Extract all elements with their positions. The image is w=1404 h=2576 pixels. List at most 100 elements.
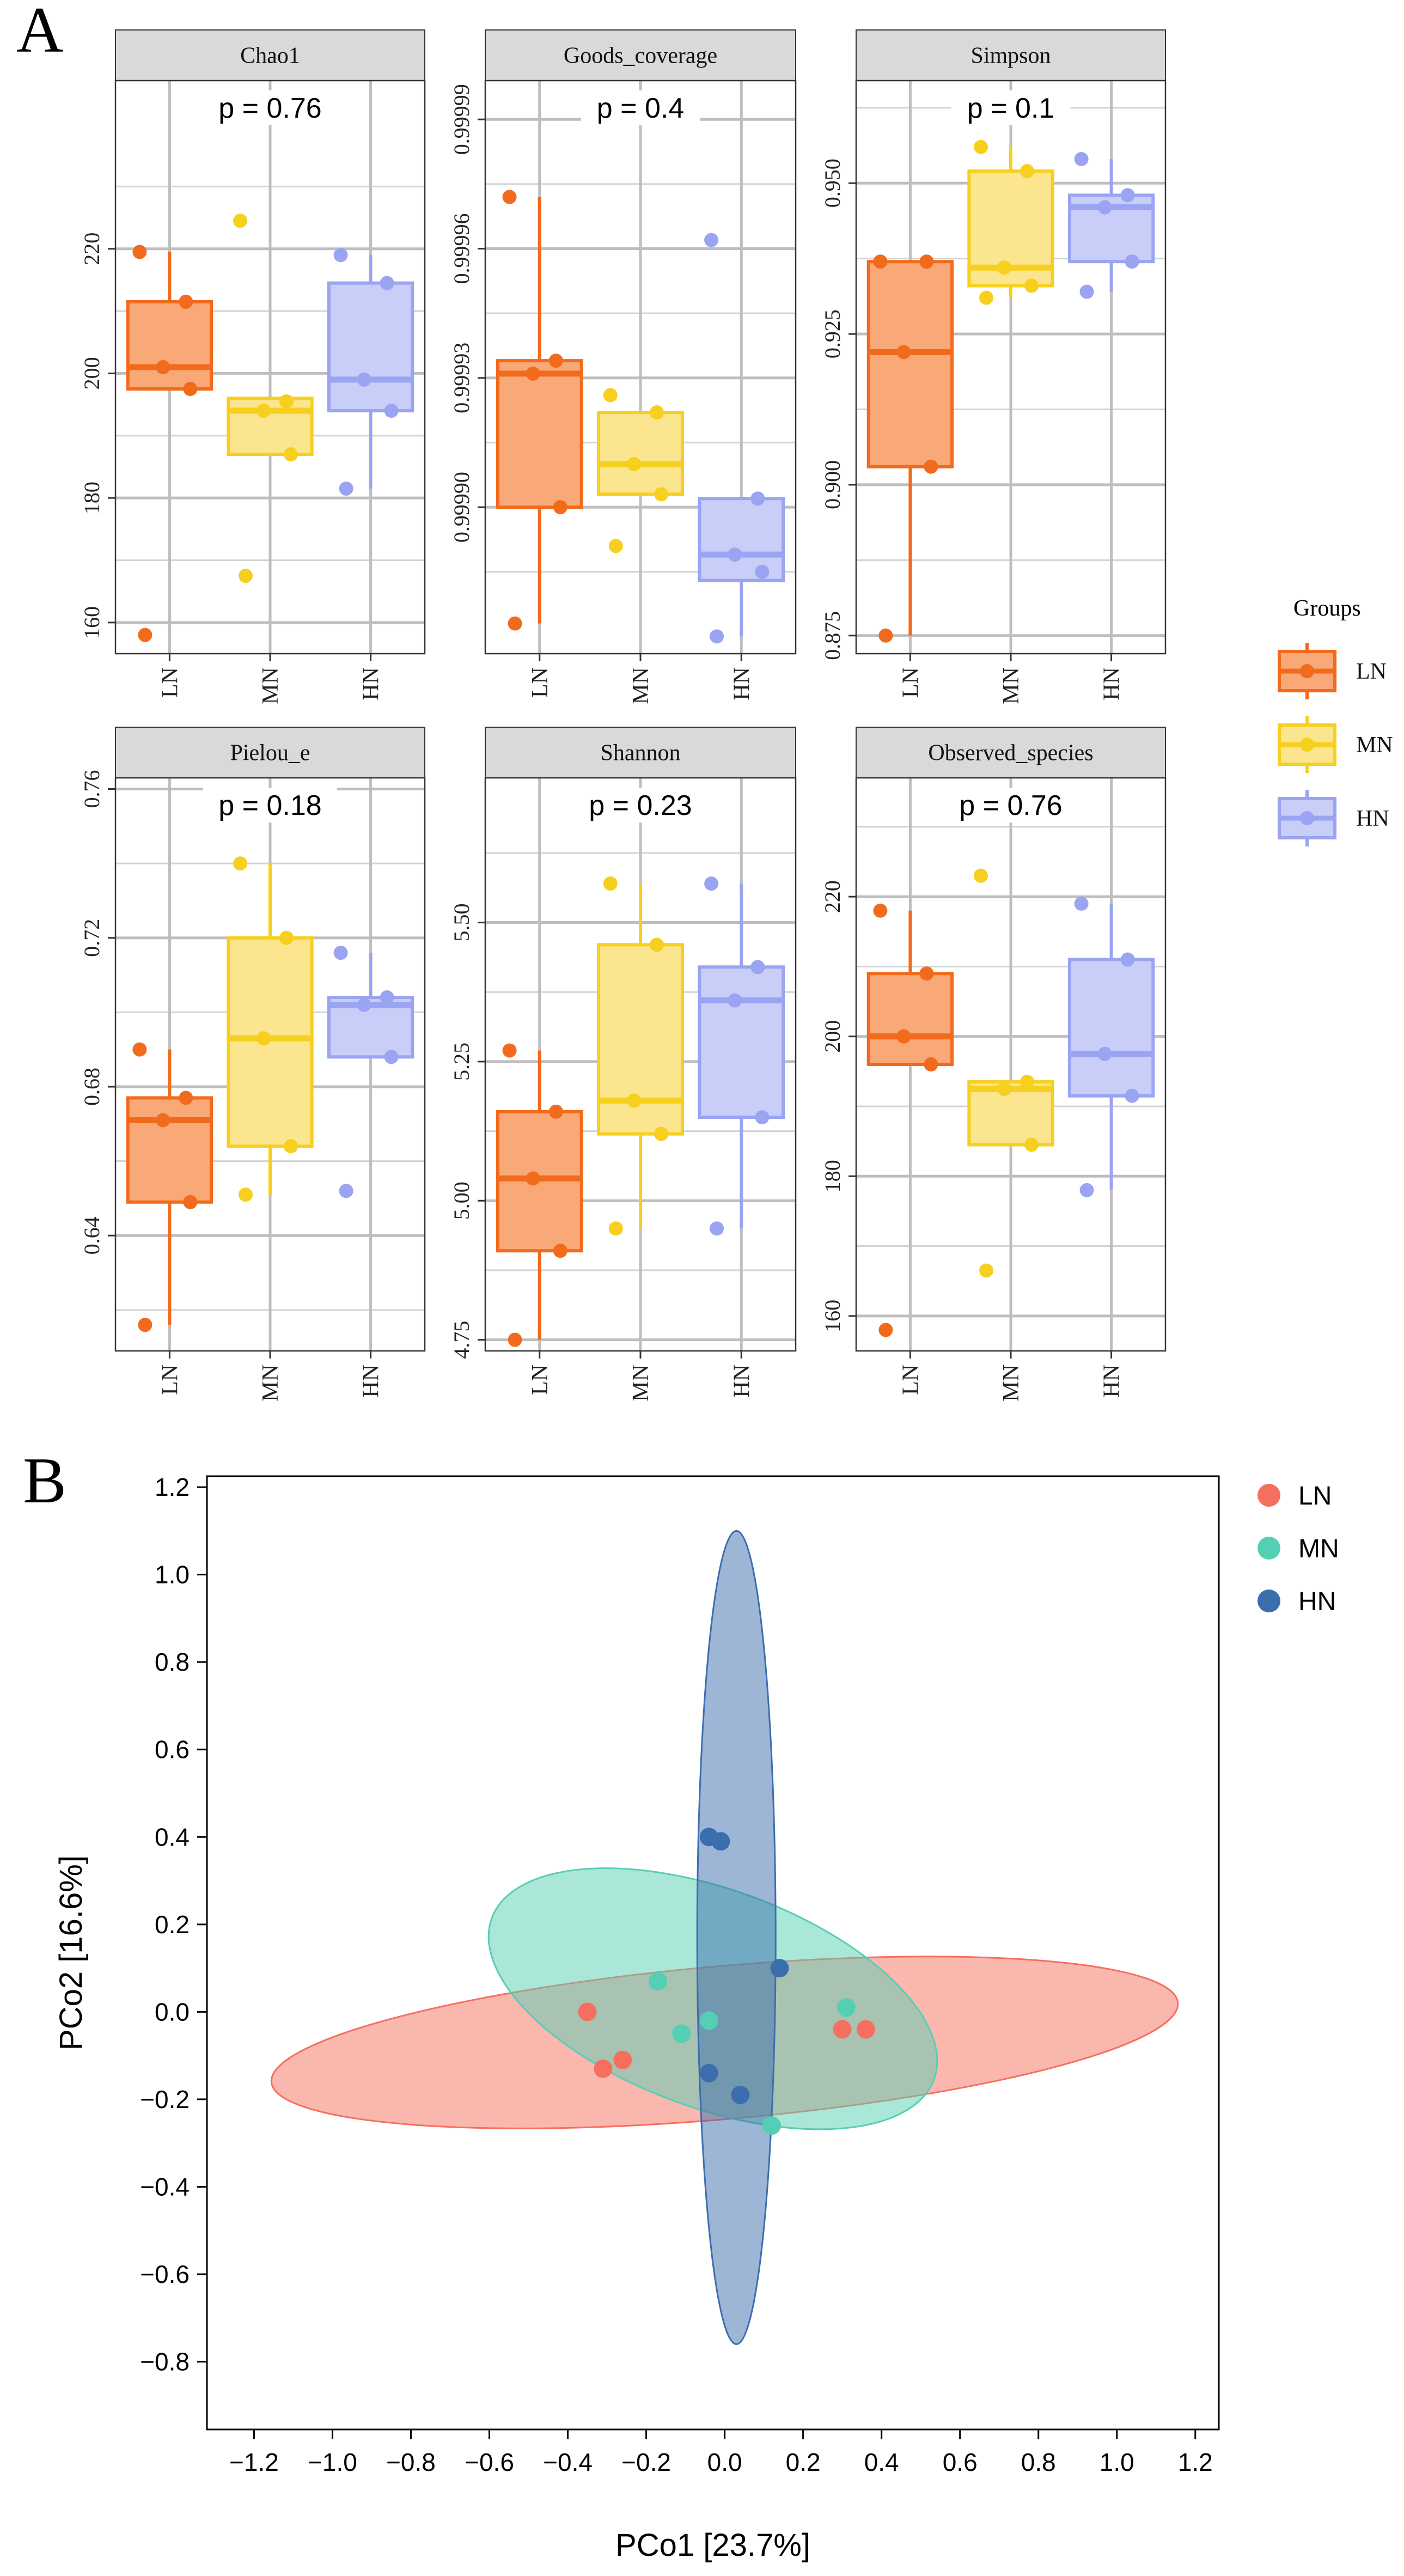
data-point <box>1125 254 1139 269</box>
data-point <box>357 372 371 387</box>
x-tick-label: LN <box>157 1365 182 1395</box>
data-point <box>138 628 152 642</box>
x-tick-label: MN <box>628 667 654 704</box>
box-MN <box>597 411 684 496</box>
pcoa-point-mn <box>762 2116 782 2135</box>
pcoa-point-hn <box>770 1959 789 1978</box>
data-point <box>979 290 993 305</box>
data-point <box>548 1104 563 1119</box>
y-tick-label: 160 <box>820 1300 845 1332</box>
data-point <box>1074 151 1089 166</box>
box-MN <box>227 397 314 456</box>
data-point <box>339 481 353 496</box>
legend-marker-ln <box>1258 1484 1280 1507</box>
data-point <box>1074 896 1089 911</box>
facet-title: Goods_coverage <box>564 44 717 69</box>
data-point <box>755 1110 770 1125</box>
data-point <box>384 404 399 418</box>
x-tick-label: −1.2 <box>229 2448 279 2476</box>
data-point <box>750 491 765 506</box>
y-tick-label: 1.0 <box>155 1561 190 1589</box>
pvalue-bg <box>951 90 1071 125</box>
data-point <box>1125 1088 1139 1103</box>
data-point <box>553 1244 567 1258</box>
facet-title: Observed_species <box>928 741 1093 766</box>
x-tick-label: −0.2 <box>621 2448 671 2476</box>
data-point <box>179 1091 193 1105</box>
x-tick-label: MN <box>999 1365 1024 1402</box>
y-tick-label: 5.00 <box>449 1182 474 1220</box>
y-tick-label: −0.8 <box>140 2348 190 2376</box>
data-point <box>755 564 770 579</box>
x-tick-label: HN <box>359 1365 384 1398</box>
y-tick-label: 5.50 <box>449 904 474 942</box>
y-tick-label: 0.99990 <box>449 472 474 543</box>
y-tick-label: −0.2 <box>140 2085 190 2114</box>
x-tick-label: HN <box>359 667 384 701</box>
data-point <box>239 1187 253 1202</box>
data-point <box>650 405 664 420</box>
data-point <box>233 856 247 871</box>
x-tick-label: −0.4 <box>543 2448 593 2476</box>
data-point <box>183 382 198 397</box>
x-tick-label: −0.8 <box>386 2448 436 2476</box>
data-point <box>132 1042 147 1057</box>
data-point <box>997 260 1011 275</box>
pvalue-bg <box>944 788 1078 823</box>
data-point <box>502 190 517 204</box>
data-point <box>974 868 988 883</box>
groups-legend: Groups LN MN HN <box>1278 596 1393 847</box>
x-tick-label: LN <box>528 667 553 698</box>
y-tick-label: 0.925 <box>820 309 845 358</box>
data-point <box>650 937 664 952</box>
legend-key-point <box>1300 811 1314 825</box>
groups-legend-title: Groups <box>1293 596 1361 621</box>
data-point <box>357 997 371 1012</box>
data-point <box>548 354 563 368</box>
y-tick-label: 0.875 <box>820 611 845 660</box>
panel-label-a: A <box>16 0 64 66</box>
pcoa-frame <box>206 1475 1220 2431</box>
y-tick-label: 0.99999 <box>449 84 474 155</box>
data-point <box>654 1126 669 1141</box>
legend-label-ln: LN <box>1298 1482 1332 1511</box>
data-point <box>710 1221 724 1236</box>
legend-label-mn: MN <box>1298 1534 1339 1563</box>
y-tick-label: 0.6 <box>155 1735 190 1764</box>
pcoa-point-hn <box>731 2085 750 2104</box>
y-tick-label: 5.25 <box>449 1043 474 1081</box>
x-tick-label: MN <box>628 1365 654 1402</box>
pvalue-bg <box>581 90 700 125</box>
box-HN <box>698 497 785 582</box>
boxplot-panel-pielou_e: Pielou_ep = 0.18 0.64 0.68 0.72 0.76 LN MN HN <box>80 727 426 1402</box>
pvalue-label: p = 0.4 <box>597 93 684 124</box>
data-point <box>1120 188 1135 203</box>
data-point <box>608 1221 623 1236</box>
x-tick-label: 0.0 <box>707 2448 742 2476</box>
x-tick-label: −0.6 <box>465 2448 514 2476</box>
legend-key-point <box>1300 738 1314 752</box>
data-point <box>873 903 888 918</box>
y-tick-label: 0.64 <box>80 1216 104 1254</box>
y-tick-label: 0.950 <box>820 159 845 208</box>
data-point <box>526 366 540 381</box>
data-point <box>878 628 893 643</box>
data-point <box>603 876 618 891</box>
y-axis-label: PCo2 [16.6%] <box>53 1855 89 2050</box>
data-point <box>1024 1137 1039 1152</box>
box-LN <box>126 300 213 391</box>
panel-label-b: B <box>23 1444 66 1517</box>
data-point <box>333 248 348 263</box>
y-tick-label: 220 <box>820 880 845 913</box>
x-tick-label: HN <box>1100 1365 1125 1398</box>
pcoa-point-ln <box>613 2050 632 2069</box>
data-point <box>626 456 641 471</box>
data-point <box>233 214 247 228</box>
data-point <box>626 1093 641 1108</box>
pcoa-point-mn <box>837 1998 856 2017</box>
y-tick-label: 0.0 <box>155 1998 190 2026</box>
data-point <box>1097 200 1112 215</box>
boxplot-panel-shannon: Shannon p = 0.23 4.75 5.00 5.25 5.50 LN MN HN <box>449 727 797 1402</box>
pvalue-label: p = 0.76 <box>218 93 321 124</box>
